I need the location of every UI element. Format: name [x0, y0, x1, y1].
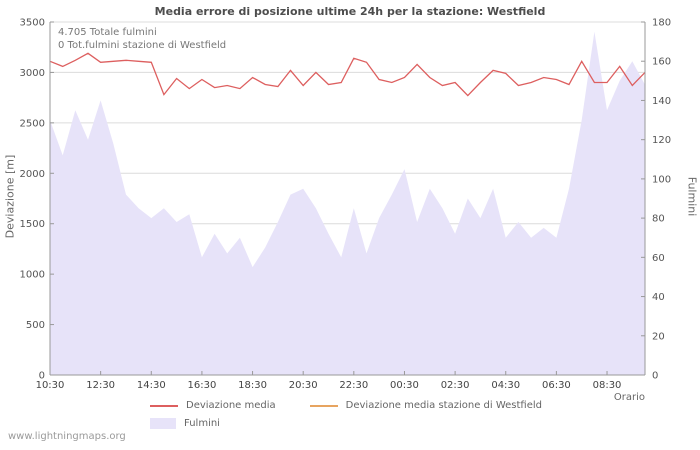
- deviazione-line: [49, 52, 646, 97]
- legend-item-fulmini: Fulmini: [150, 418, 220, 429]
- left-tick-label: 3500: [20, 18, 45, 29]
- legend-row-2: Fulmini: [150, 418, 576, 429]
- station-lightning-annotation: 0 Tot.fulmini stazione di Westfield: [58, 40, 227, 51]
- right-tick-label: 140: [652, 96, 671, 107]
- left-tick-label: 1000: [20, 270, 45, 281]
- x-tick-label: 10:30: [36, 380, 65, 391]
- x-tick-label: 12:30: [86, 380, 115, 391]
- x-tick-label: 20:30: [289, 380, 318, 391]
- x-tick-label: 02:30: [441, 380, 470, 391]
- right-tick-label: 180: [652, 18, 671, 29]
- legend-item-deviazione-stazione: Deviazione media stazione di Westfield: [309, 400, 542, 411]
- left-tick-label: 0: [39, 371, 45, 382]
- area-swatch-icon: [150, 418, 176, 429]
- chart-title: Media errore di posizione ultime 24h per…: [154, 5, 546, 18]
- right-tick-label: 60: [652, 253, 665, 264]
- x-tick-label: 06:30: [542, 380, 571, 391]
- x-tick-label: 14:30: [137, 380, 166, 391]
- orange-line-swatch-icon: [309, 404, 338, 407]
- legend-label-fulmini: Fulmini: [184, 418, 220, 429]
- right-tick-label: 0: [652, 371, 658, 382]
- x-tick-label: 18:30: [238, 380, 267, 391]
- chart-legend: Deviazione media Deviazione media stazio…: [150, 400, 576, 436]
- right-tick-label: 80: [652, 214, 665, 225]
- right-tick-label: 120: [652, 135, 671, 146]
- legend-item-deviazione-media: Deviazione media: [150, 400, 276, 411]
- legend-label-deviazione-stazione: Deviazione media stazione di Westfield: [345, 400, 542, 411]
- left-tick-label: 3000: [20, 68, 45, 79]
- x-tick-label: 04:30: [491, 380, 520, 391]
- lightningmaps-link[interactable]: www.lightningmaps.org: [8, 431, 126, 442]
- red-line-swatch-icon: [150, 404, 178, 407]
- left-tick-label: 500: [26, 320, 45, 331]
- x-tick-label: 22:30: [339, 380, 368, 391]
- right-tick-label: 160: [652, 57, 671, 68]
- legend-row-1: Deviazione media Deviazione media stazio…: [150, 400, 576, 411]
- left-tick-label: 2000: [20, 169, 45, 180]
- x-axis-label: Orario: [613, 392, 645, 403]
- left-axis-label: Deviazione [m]: [3, 154, 17, 239]
- right-axis-label: Fulmini: [685, 176, 699, 217]
- right-tick-label: 100: [652, 174, 671, 185]
- fulmini-area: [50, 31, 645, 376]
- x-tick-label: 08:30: [593, 380, 622, 391]
- total-lightning-annotation: 4.705 Totale fulmini: [58, 27, 157, 38]
- left-tick-label: 2500: [20, 118, 45, 129]
- right-tick-label: 20: [652, 331, 665, 342]
- x-tick-label: 16:30: [188, 380, 217, 391]
- left-tick-label: 1500: [20, 219, 45, 230]
- right-tick-label: 40: [652, 292, 665, 303]
- legend-label-deviazione-media: Deviazione media: [186, 400, 276, 411]
- x-tick-label: 00:30: [390, 380, 419, 391]
